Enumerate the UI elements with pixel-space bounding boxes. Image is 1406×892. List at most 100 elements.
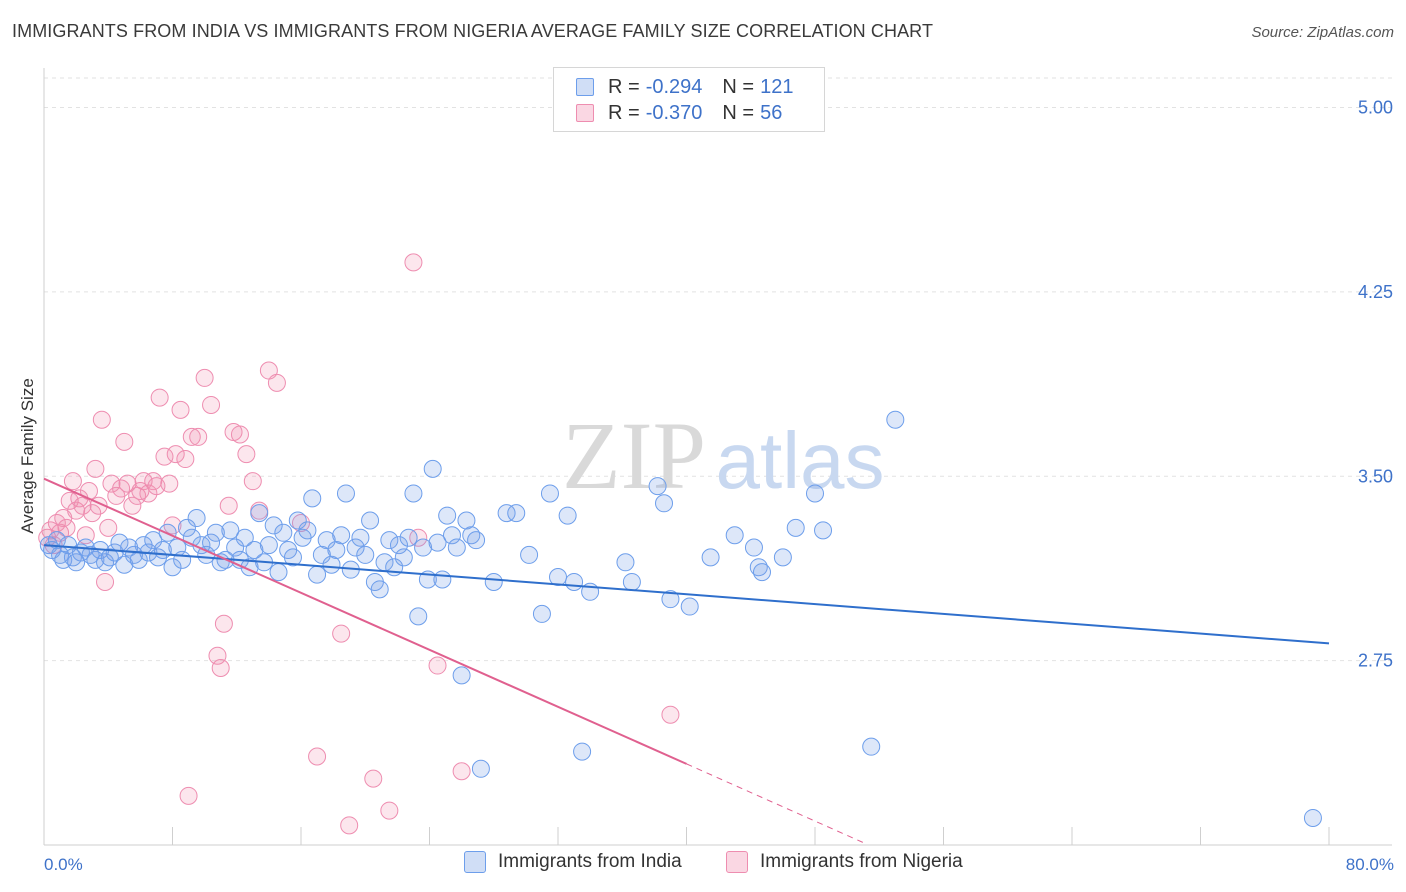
india-point [428, 533, 447, 552]
nigeria-point [332, 624, 351, 643]
nigeria-point [230, 425, 249, 444]
india-point [274, 523, 293, 542]
india-point [332, 526, 351, 545]
watermark-zip: ZIP [562, 402, 706, 509]
india-point [327, 541, 346, 559]
india-point [206, 523, 225, 542]
india-point [81, 545, 100, 564]
nigeria-point [195, 368, 214, 387]
india-point [312, 545, 331, 564]
india-point [259, 536, 278, 555]
trend-lines [43, 477, 1330, 843]
nigeria-point [380, 801, 399, 820]
india-point [497, 504, 516, 523]
india-point [235, 528, 254, 547]
nigeria-point [364, 769, 383, 788]
nigeria-point [179, 786, 198, 805]
india-point [283, 548, 302, 567]
india-point [452, 666, 471, 685]
nigeria-point [404, 253, 423, 272]
legend-item-nigeria[interactable]: Immigrants from Nigeria [726, 851, 963, 873]
india-point [520, 545, 539, 564]
india-point [115, 555, 134, 574]
india-point [202, 533, 221, 552]
x-tick-label-min: 0.0% [44, 855, 83, 874]
nigeria-trend-line [43, 477, 687, 765]
nigeria-point [176, 450, 195, 469]
nigeria-point [189, 427, 208, 446]
india-point [346, 538, 365, 557]
nigeria-swatch-icon [576, 104, 594, 122]
nigeria-point [160, 474, 179, 493]
india-point [744, 538, 763, 557]
india-point [177, 518, 196, 537]
india-swatch-icon [576, 78, 594, 96]
india-point [380, 531, 399, 550]
legend-item-india[interactable]: Immigrants from India [464, 851, 682, 873]
india-point [648, 477, 667, 496]
nigeria-point [409, 528, 428, 547]
legend-label-india: Immigrants from India [498, 851, 682, 872]
nigeria-point [76, 526, 95, 545]
nigeria-point [308, 747, 327, 766]
india-point [438, 506, 457, 525]
india-point [187, 509, 206, 528]
india-point [414, 538, 433, 557]
india-point [532, 604, 551, 623]
watermark-atlas: atlas [716, 416, 885, 505]
y-tick-label: 3.50 [1358, 466, 1393, 486]
india-point [298, 521, 317, 540]
india-point [558, 506, 577, 525]
india-point [680, 597, 699, 616]
nigeria-point [96, 572, 115, 591]
india-point [336, 484, 355, 503]
india-point [806, 484, 824, 503]
legend-row-india: R = -0.294 N = 121 [576, 75, 793, 99]
india-point [317, 531, 336, 550]
india-n-label: N = [722, 75, 755, 98]
india-point [356, 545, 375, 564]
india-point [351, 528, 370, 547]
india-trend-line [43, 544, 1330, 645]
nigeria-point [182, 427, 201, 446]
nigeria-point [428, 656, 447, 675]
axes [43, 68, 1392, 846]
nigeria-point [86, 459, 105, 478]
india-point [245, 541, 264, 559]
india-point [423, 459, 442, 478]
nigeria-legend-icon [726, 851, 748, 873]
india-point [250, 504, 269, 523]
nigeria-point [123, 496, 142, 515]
india-point [540, 484, 559, 503]
india-point [409, 607, 428, 626]
india-point [447, 538, 466, 557]
india-point [308, 565, 327, 584]
india-point [269, 563, 288, 582]
chart-title: IMMIGRANTS FROM INDIA VS IMMIGRANTS FROM… [12, 21, 934, 41]
india-point [507, 504, 526, 523]
nigeria-point [83, 504, 102, 523]
nigeria-point [155, 447, 174, 466]
nigeria-point [214, 614, 233, 633]
nigeria-point [166, 445, 185, 464]
india-point [467, 531, 486, 550]
india-point [322, 555, 341, 574]
nigeria-trend-extension [686, 763, 864, 843]
india-point [573, 742, 592, 761]
y-tick-label: 5.00 [1358, 98, 1393, 118]
y-tick-label: 2.75 [1358, 651, 1393, 671]
nigeria-point [292, 513, 310, 532]
india-point [433, 570, 452, 589]
india-point [484, 572, 503, 591]
india-point [399, 528, 418, 547]
legend-stats: R = -0.294 N = 121 R = -0.370 N = 56 [553, 67, 825, 132]
nigeria-point [92, 410, 111, 429]
india-point [701, 548, 720, 567]
india-point [394, 548, 413, 567]
nigeria-point [99, 518, 118, 537]
nigeria-point [237, 445, 256, 464]
india-point [749, 558, 768, 577]
india-point [144, 531, 163, 550]
india-point [549, 568, 567, 587]
source-label: Source: ZipAtlas.com [1251, 24, 1394, 41]
